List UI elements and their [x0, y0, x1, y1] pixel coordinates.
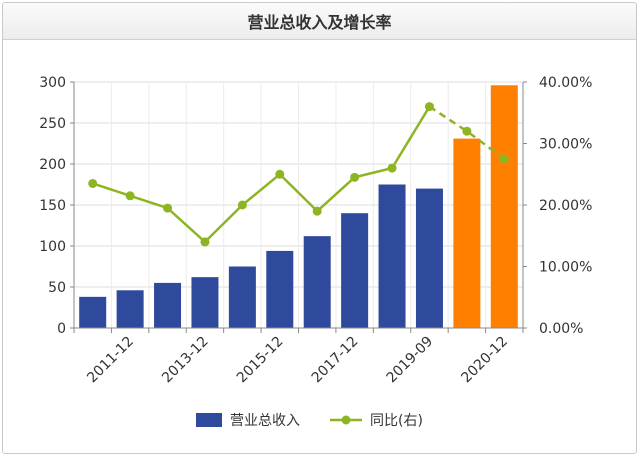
- line-point: [163, 203, 173, 213]
- chart-title-bar: 营业总收入及增长率: [3, 3, 636, 40]
- line-point: [237, 200, 247, 210]
- legend-bar-label: 营业总收入: [230, 413, 300, 429]
- bar-series: [79, 85, 518, 328]
- y-left-tick-label: 50: [48, 280, 66, 296]
- y-left-tick-label: 100: [39, 239, 66, 255]
- line-point: [125, 191, 135, 201]
- bar: [490, 85, 518, 328]
- line-point: [312, 206, 322, 216]
- line-point: [462, 126, 472, 136]
- bar: [453, 138, 481, 328]
- x-tick-label: 2013-12: [159, 334, 212, 387]
- bar: [266, 250, 294, 328]
- y-left-tick-label: 0: [57, 321, 66, 337]
- line-series: [88, 102, 509, 247]
- x-axis: 2011-12 2013-12 2015-12 2017-12 2019-09 2020-…: [73, 327, 524, 387]
- line-dashed: [428, 105, 506, 160]
- x-tick-label: 2015-12: [234, 334, 287, 387]
- chart-title: 营业总收入及增长率: [247, 13, 392, 32]
- x-tick-label: 2020-12: [458, 334, 511, 387]
- line-point: [275, 169, 285, 179]
- y-right-tick-label: 10.00%: [539, 260, 592, 276]
- bar: [116, 290, 144, 328]
- x-tick-label: 2019-09: [384, 334, 437, 387]
- bar: [415, 188, 443, 328]
- chart-panel: 营业总收入及增长率: [2, 2, 637, 454]
- left-axis: 0 50 100 150 200 250 300: [39, 75, 75, 337]
- line-point: [88, 178, 98, 188]
- bar: [228, 266, 256, 328]
- bar: [341, 213, 369, 328]
- y-right-tick-label: 40.00%: [539, 75, 592, 91]
- legend-bar-swatch: [196, 413, 222, 427]
- line-point: [499, 154, 509, 164]
- bar: [378, 184, 406, 328]
- y-right-tick-label: 20.00%: [539, 198, 592, 214]
- y-right-tick-label: 30.00%: [539, 137, 592, 153]
- line-point: [424, 102, 434, 112]
- bar: [79, 296, 107, 328]
- y-left-tick-label: 300: [39, 75, 66, 91]
- x-tick-label: 2017-12: [309, 334, 362, 387]
- bar: [191, 277, 219, 328]
- line-point: [350, 172, 360, 182]
- line-solid: [92, 105, 431, 244]
- x-tick-label: 2011-12: [84, 334, 137, 387]
- line-point: [387, 163, 397, 173]
- bar: [303, 236, 331, 328]
- y-right-tick-label: 0.00%: [539, 321, 583, 337]
- y-left-tick-label: 200: [39, 157, 66, 173]
- legend: 营业总收入 同比(右): [196, 413, 423, 429]
- legend-line-label: 同比(右): [370, 413, 423, 429]
- y-left-tick-label: 150: [39, 198, 66, 214]
- bar: [154, 282, 182, 328]
- y-left-tick-label: 250: [39, 116, 66, 132]
- legend-line-marker: [341, 415, 351, 425]
- line-point: [200, 237, 210, 247]
- right-axis: 0.00% 10.00% 20.00% 30.00% 40.00%: [522, 75, 592, 337]
